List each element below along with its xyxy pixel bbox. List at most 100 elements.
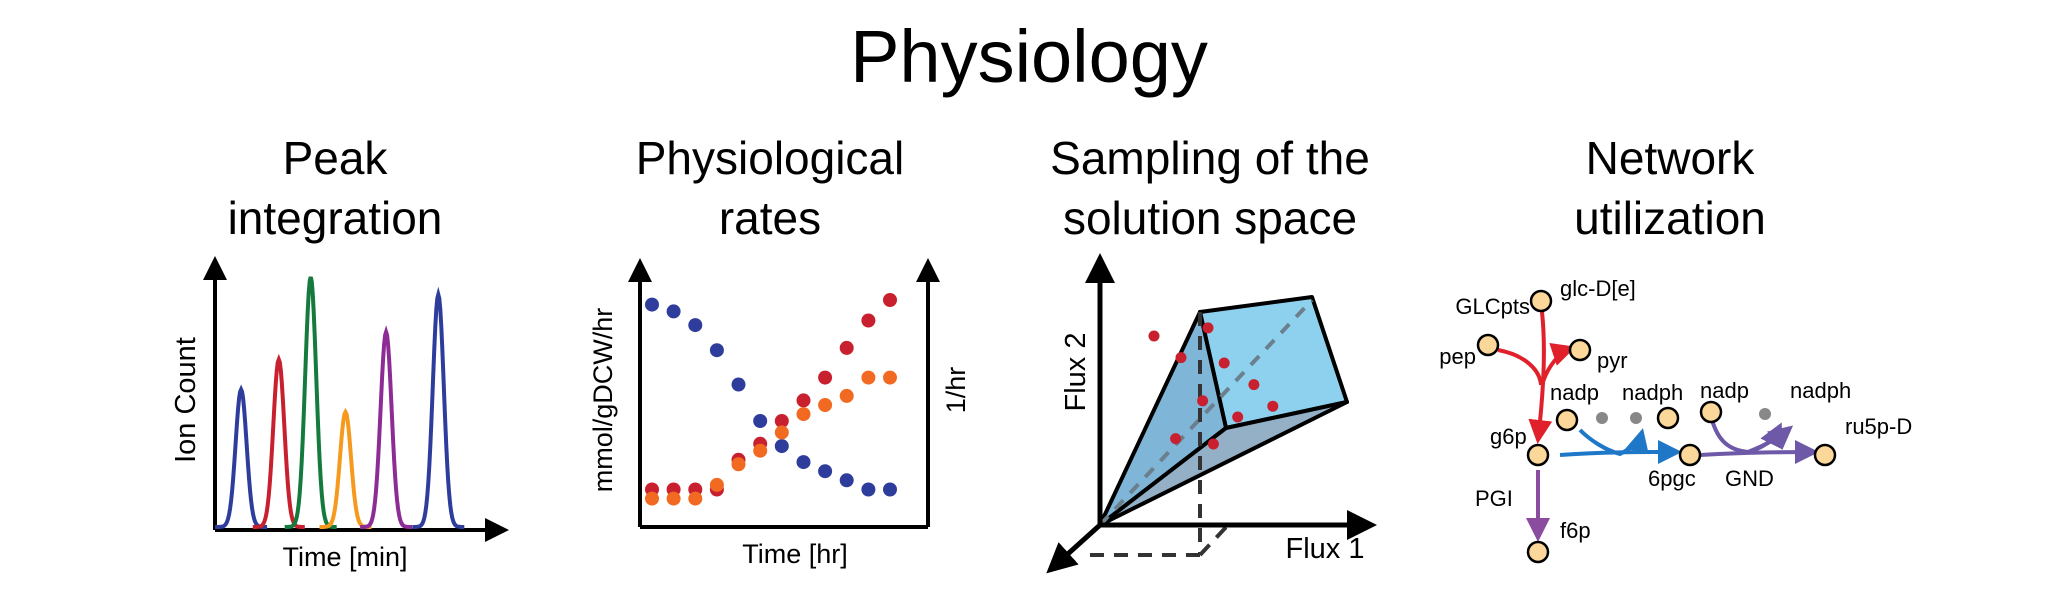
sample-point — [1218, 357, 1230, 369]
rate-point — [688, 318, 703, 333]
sample-point — [1202, 322, 1214, 334]
panel-title-network: Network utilization — [1510, 128, 1830, 248]
rate-point — [666, 304, 681, 319]
panel-title-line: Sampling of the — [1050, 132, 1370, 184]
sample-point — [1170, 433, 1182, 445]
y-axis-label: Ion Count — [170, 337, 202, 463]
rate-point — [883, 293, 897, 307]
node-glc — [1529, 289, 1553, 313]
right-y-axis-label: 1/hr — [941, 367, 971, 414]
rate-point — [796, 393, 811, 408]
node-nadp — [1699, 400, 1723, 424]
sample-point — [1148, 330, 1160, 342]
rate-point — [818, 464, 833, 479]
sample-point — [1207, 438, 1219, 450]
depth-axis — [1046, 523, 1102, 574]
pep-reaction-branch — [1497, 348, 1543, 386]
gnd-cofactor-arrow — [1710, 419, 1782, 455]
projection-line — [1198, 523, 1230, 557]
label-glcpts: GLCpts — [1455, 294, 1530, 319]
peak-curve — [284, 276, 337, 529]
label-6pgc: 6pgc — [1648, 466, 1696, 491]
label-nadp: nadp — [1550, 380, 1599, 405]
peak-curve — [360, 325, 413, 529]
solution-space-chart: Flux 1 Flux 2 — [1046, 253, 1377, 574]
rate-point — [839, 340, 854, 355]
x-axis-label: Flux 1 — [1286, 533, 1365, 565]
node-ru5p — [1813, 443, 1837, 467]
node-h — [1759, 408, 1771, 420]
panel-title-line: solution space — [1062, 192, 1358, 244]
rate-point — [839, 388, 854, 403]
panel-title-line: Physiological — [635, 132, 905, 184]
label-ru5p: ru5p-D — [1845, 414, 1912, 439]
label-glc: glc-D[e] — [1560, 276, 1636, 301]
rate-point — [709, 477, 724, 492]
peak-curve — [319, 407, 372, 529]
sample-point — [1232, 411, 1244, 423]
y-axis-label: Flux 2 — [1060, 333, 1092, 412]
label-nadph: nadph — [1622, 380, 1683, 405]
rate-points-group — [645, 293, 897, 506]
rate-point — [688, 491, 703, 506]
rate-point — [796, 407, 811, 422]
sample-points-group — [1148, 322, 1279, 450]
rate-point — [861, 370, 876, 385]
polytope-bottom-face — [1098, 400, 1349, 527]
panel-title-line: Network — [1585, 132, 1755, 184]
node-6pgc — [1678, 443, 1702, 467]
rate-point — [883, 370, 897, 385]
panel-title-peak: Peak integration — [200, 128, 470, 248]
peak-integration-chart: Time [min] Ion Count — [170, 256, 509, 572]
rate-point — [861, 482, 876, 497]
node-nadp — [1555, 408, 1579, 432]
panel-title-line: rates — [718, 192, 822, 244]
peak-curve — [215, 384, 268, 529]
rate-point — [731, 377, 746, 392]
rate-point — [645, 491, 659, 506]
label-pyr: pyr — [1597, 348, 1628, 373]
rate-point — [709, 343, 724, 358]
rate-point — [818, 370, 833, 385]
rate-point — [753, 443, 768, 458]
node-nadph — [1656, 406, 1680, 430]
sample-point — [1248, 379, 1260, 391]
panel-title-line: integration — [227, 192, 443, 244]
node-h — [1630, 412, 1642, 424]
node-g6p — [1526, 443, 1550, 467]
label-pgi: PGI — [1475, 486, 1513, 511]
sample-point — [1197, 395, 1209, 407]
rate-point — [731, 457, 746, 472]
rate-point — [753, 414, 768, 428]
sample-point — [1267, 400, 1279, 412]
panel-title-sampling: Sampling of the solution space — [1010, 128, 1410, 248]
rate-point — [818, 398, 833, 412]
rate-point — [861, 313, 876, 328]
gnd-cofactor-arrow-2 — [1747, 425, 1794, 454]
label-g6p: g6p — [1490, 424, 1527, 449]
rate-point — [645, 297, 659, 312]
rate-point — [883, 482, 897, 497]
peak-curve — [412, 286, 465, 529]
glcpts-reaction-arrow — [1528, 311, 1553, 444]
rate-point — [839, 473, 854, 488]
rate-point — [774, 425, 789, 440]
peaks-group — [215, 276, 465, 529]
rate-point — [774, 414, 789, 428]
label-f6p: f6p — [1560, 518, 1591, 543]
x-axis-label: Time [hr] — [742, 539, 848, 569]
sample-point — [1175, 352, 1187, 364]
network-utilization-diagram: GLCpts glc-D[e] pep pyr nadp nadph nadp … — [1439, 276, 1912, 564]
x-axis-label: Time [min] — [282, 542, 407, 572]
label-pep: pep — [1439, 344, 1476, 369]
diagonal-dashed-line — [1098, 298, 1314, 527]
panel-title-rates: Physiological rates — [590, 128, 950, 248]
label-nadph: nadph — [1790, 378, 1851, 403]
rate-point — [796, 455, 811, 470]
page-title: Physiology — [850, 15, 1208, 98]
nadp-cofactor-arrow — [1578, 428, 1649, 457]
node-pep — [1476, 333, 1500, 357]
panel-title-line: Peak — [282, 132, 388, 184]
node-f6p — [1526, 540, 1550, 564]
